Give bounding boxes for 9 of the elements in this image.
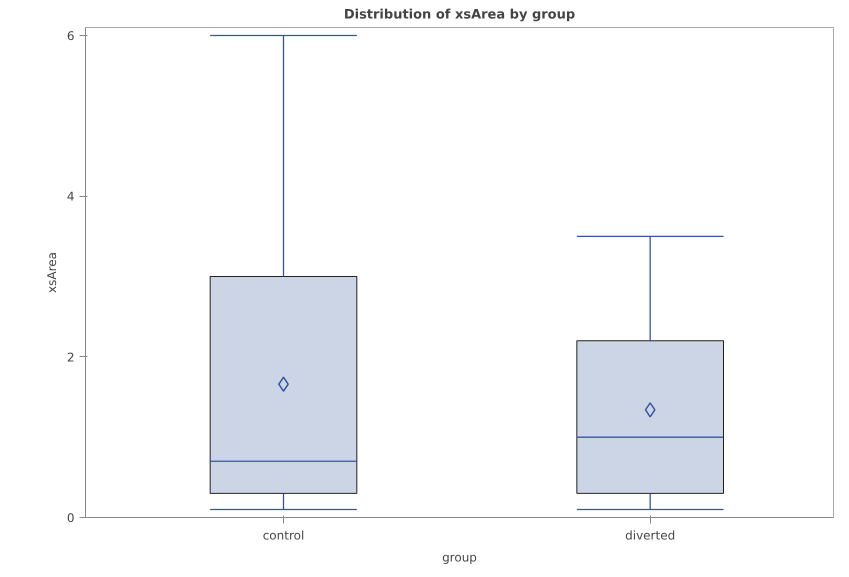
y-tick-label: 2 bbox=[66, 350, 75, 364]
y-axis-title: xsArea bbox=[44, 252, 59, 293]
y-tick-label: 6 bbox=[66, 29, 75, 44]
x-tick-label: diverted bbox=[625, 528, 676, 542]
y-tick-label: 4 bbox=[66, 190, 75, 204]
chart-title: Distribution of xsArea by group bbox=[344, 8, 576, 22]
x-axis-title: group bbox=[442, 550, 477, 564]
y-tick-label: 0 bbox=[66, 511, 75, 525]
x-tick-label: control bbox=[262, 528, 304, 542]
